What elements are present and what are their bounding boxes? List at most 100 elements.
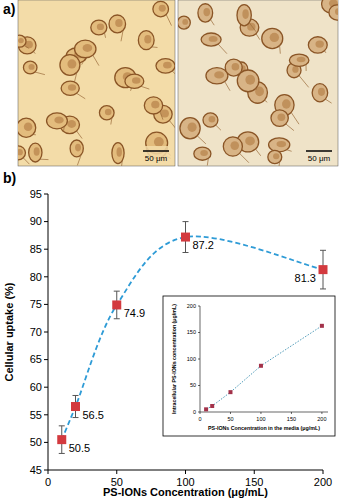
cell xyxy=(308,37,327,53)
cell-nucleus xyxy=(318,88,325,96)
y-tick xyxy=(198,412,200,413)
x-tick-label: 0 xyxy=(45,476,51,488)
data-label: 87.2 xyxy=(193,239,214,251)
data-label: 81.3 xyxy=(295,272,316,284)
cell xyxy=(269,138,290,152)
y-tick xyxy=(44,221,48,222)
data-label: 56.5 xyxy=(83,409,104,421)
x-tick xyxy=(116,470,117,474)
cell-nucleus xyxy=(34,147,40,155)
cell-process xyxy=(225,81,230,90)
panel-label: b) xyxy=(3,170,16,186)
cell-process xyxy=(104,33,105,38)
cell xyxy=(206,68,228,84)
y-tick xyxy=(44,387,48,388)
cell xyxy=(18,118,36,137)
error-cap xyxy=(183,221,189,222)
cell-process xyxy=(111,118,112,125)
x-axis xyxy=(200,412,328,413)
cell-nucleus xyxy=(83,44,93,52)
cell-process xyxy=(141,86,149,89)
cell-nucleus xyxy=(200,150,208,156)
cell-process xyxy=(77,93,86,98)
cell-process xyxy=(279,45,281,53)
cell-process xyxy=(33,134,36,135)
cell-process xyxy=(287,150,292,152)
cell-process xyxy=(249,23,256,32)
cell xyxy=(237,70,259,92)
cell-process xyxy=(172,71,175,75)
cell-process xyxy=(40,159,49,160)
x-tick-label: 50 xyxy=(227,416,233,422)
data-point xyxy=(259,364,263,368)
cell xyxy=(329,5,338,20)
x-tick xyxy=(291,412,292,414)
y-tick-label: 85 xyxy=(30,243,42,255)
cell xyxy=(156,59,175,74)
data-point xyxy=(320,324,324,328)
y-tick xyxy=(44,249,48,250)
x-tick-label: 150 xyxy=(287,416,296,422)
cell-process xyxy=(82,61,84,65)
cell-nucleus xyxy=(245,75,255,85)
cell-process xyxy=(121,160,122,166)
y-tick xyxy=(44,442,48,443)
cell-nucleus xyxy=(116,147,121,156)
cell-process xyxy=(255,149,260,156)
data-point xyxy=(228,390,232,394)
cell-nucleus xyxy=(214,71,224,78)
cell-process xyxy=(121,30,123,41)
cell-nucleus xyxy=(154,137,164,147)
x-tick xyxy=(48,470,49,474)
cell-process xyxy=(160,111,163,119)
data-point xyxy=(210,404,214,408)
y-tick-label: 55 xyxy=(30,409,42,421)
cell-nucleus xyxy=(151,101,159,109)
y-tick-label: 45 xyxy=(30,464,42,476)
cell-nucleus xyxy=(163,62,172,69)
cell-nucleus xyxy=(68,84,76,90)
cell-process xyxy=(216,125,221,130)
x-axis-title: PS-IONs Concentration (μg/mL) xyxy=(103,486,268,498)
cell-nucleus xyxy=(105,109,112,115)
data-point xyxy=(181,233,190,242)
cell-nucleus xyxy=(29,64,35,70)
cell-nucleus xyxy=(282,99,291,108)
micrograph-background xyxy=(178,0,338,166)
cell-nucleus xyxy=(230,141,239,150)
y-tick-label: 50 xyxy=(30,436,42,448)
y-tick xyxy=(44,332,48,333)
cell-process xyxy=(325,99,331,103)
cells xyxy=(178,0,338,166)
plot-area xyxy=(204,324,324,412)
scale-bar-background xyxy=(140,146,172,164)
cell-nucleus xyxy=(277,141,287,147)
x-tick xyxy=(323,470,324,474)
data-point xyxy=(57,435,66,444)
cell-process xyxy=(324,51,326,53)
data-point xyxy=(319,265,328,274)
inset-chart: 050100150200050100150200PS-IONs Concentr… xyxy=(171,303,328,431)
x-tick-label: 200 xyxy=(314,476,332,488)
cell-nucleus xyxy=(97,23,104,30)
cell-process xyxy=(63,126,65,131)
y-tick xyxy=(44,470,48,471)
cell-process xyxy=(35,72,45,75)
cell-process xyxy=(264,100,267,102)
micrograph: 50 μm xyxy=(11,0,179,172)
cell-process xyxy=(256,88,257,90)
series-line xyxy=(206,326,322,410)
error-cap xyxy=(59,453,65,454)
cell-process xyxy=(286,124,294,131)
cell xyxy=(194,147,211,160)
cell-process xyxy=(93,55,99,66)
cell-nucleus xyxy=(115,19,122,27)
y-tick xyxy=(44,304,48,305)
cell-nucleus xyxy=(315,40,323,47)
cell-nucleus xyxy=(209,36,218,42)
x-tick-label: 100 xyxy=(256,416,265,422)
y-tick xyxy=(44,276,48,277)
cell xyxy=(138,31,154,50)
data-label: 74.9 xyxy=(124,307,145,319)
inset-frame xyxy=(163,296,335,436)
